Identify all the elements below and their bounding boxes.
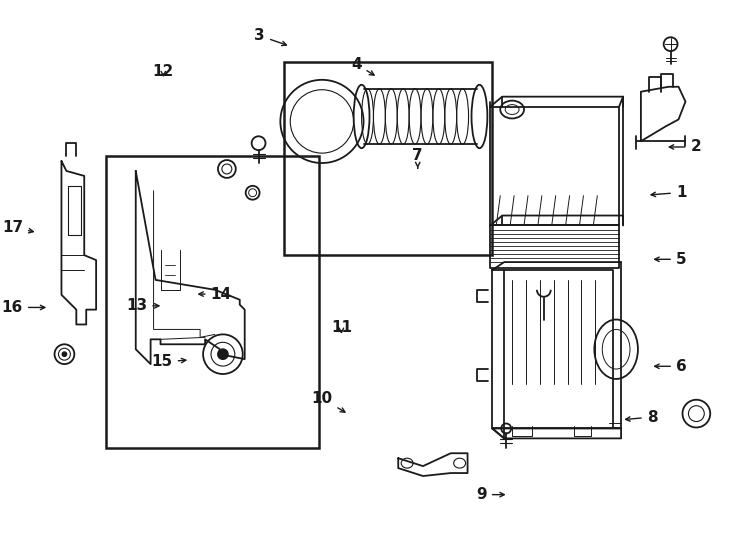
Text: 7: 7	[413, 147, 423, 168]
Ellipse shape	[62, 352, 66, 356]
Text: 3: 3	[255, 28, 286, 46]
Text: 15: 15	[152, 354, 186, 369]
Text: 16: 16	[1, 300, 45, 315]
Text: 14: 14	[199, 287, 232, 301]
Text: 12: 12	[153, 64, 174, 78]
Text: 4: 4	[351, 57, 374, 75]
Text: 2: 2	[669, 139, 701, 154]
Text: 10: 10	[311, 391, 345, 412]
Text: 13: 13	[126, 298, 159, 313]
Text: 1: 1	[651, 185, 686, 200]
Text: 9: 9	[476, 487, 504, 502]
Text: 5: 5	[655, 252, 686, 267]
Text: 17: 17	[2, 220, 33, 235]
Text: 6: 6	[655, 359, 686, 374]
Text: 11: 11	[331, 320, 352, 335]
Text: 8: 8	[625, 409, 658, 424]
Bar	[106, 156, 319, 448]
Ellipse shape	[218, 349, 228, 359]
Bar	[284, 62, 493, 255]
